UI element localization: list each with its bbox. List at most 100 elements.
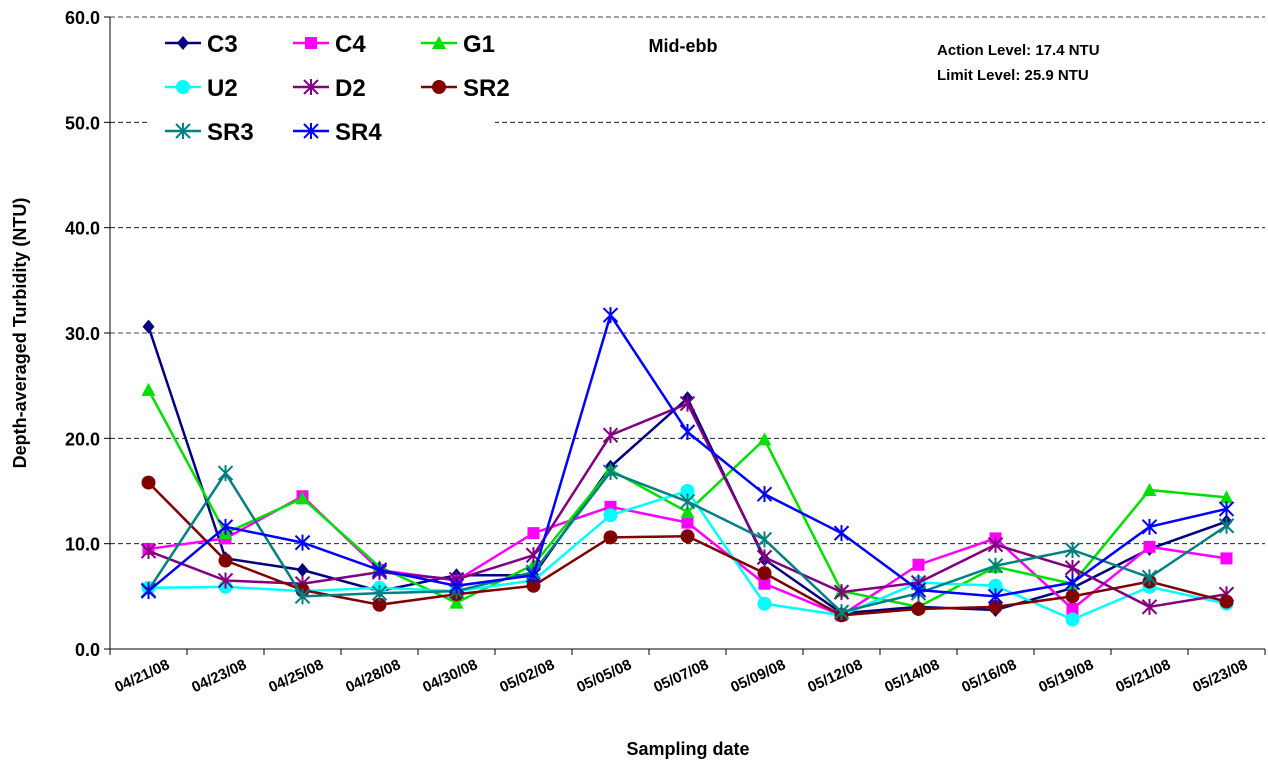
marker	[295, 491, 310, 505]
legend: C3 C4 G1 U2 D2 SR2 SR3 SR4	[150, 20, 510, 148]
series-line	[147, 326, 1227, 615]
marker	[833, 525, 850, 542]
marker	[833, 584, 850, 601]
marker	[176, 80, 190, 94]
marker	[1064, 541, 1081, 558]
marker	[1218, 500, 1235, 517]
x-tick-label: 05/05/08	[574, 656, 634, 696]
x-tick-label: 05/19/08	[1036, 656, 1096, 696]
marker	[432, 36, 446, 49]
marker	[1066, 602, 1079, 615]
marker	[1220, 552, 1233, 565]
marker	[217, 518, 234, 535]
x-tick-label: 05/16/08	[959, 656, 1019, 696]
x-tick-label: 05/12/08	[805, 656, 865, 696]
annotation: Limit Level: 25.9 NTU	[937, 67, 1089, 84]
legend-label: C3	[207, 31, 238, 58]
y-tick-label: 40.0	[65, 219, 100, 239]
marker	[1141, 518, 1158, 535]
marker	[141, 475, 156, 490]
annotation: Action Level: 17.4 NTU	[937, 42, 1100, 59]
chart-title: Mid-ebb	[649, 36, 718, 56]
marker	[140, 583, 157, 600]
marker	[756, 549, 773, 566]
x-tick-label: 04/23/08	[189, 656, 249, 696]
marker	[758, 577, 771, 590]
marker	[988, 599, 1003, 614]
marker	[757, 566, 772, 581]
marker	[296, 563, 309, 577]
marker	[988, 578, 1003, 593]
y-tick-label: 50.0	[65, 113, 100, 133]
marker	[525, 567, 542, 584]
marker	[602, 464, 619, 481]
marker	[987, 557, 1004, 574]
legend-label: SR2	[463, 75, 510, 102]
y-tick-label: 10.0	[65, 535, 100, 555]
series-line	[147, 312, 1227, 598]
marker	[218, 553, 233, 568]
marker	[526, 578, 541, 593]
marker	[757, 432, 772, 446]
marker	[141, 382, 156, 396]
marker	[603, 530, 618, 545]
marker	[305, 37, 317, 49]
marker	[142, 319, 155, 334]
marker	[987, 588, 1004, 605]
marker	[833, 604, 850, 621]
x-axis-label: Sampling date	[626, 739, 749, 759]
marker	[177, 36, 189, 50]
marker	[294, 534, 311, 551]
marker	[602, 427, 619, 444]
marker	[680, 505, 695, 519]
legend-label: G1	[463, 31, 495, 58]
marker	[140, 543, 157, 560]
marker	[680, 529, 695, 544]
legend-label: SR3	[207, 119, 254, 146]
x-tick-label: 04/25/08	[266, 656, 326, 696]
marker	[679, 395, 696, 412]
marker	[448, 577, 465, 594]
marker	[303, 79, 319, 95]
x-tick-label: 05/02/08	[497, 656, 557, 696]
marker	[175, 123, 191, 139]
marker	[756, 531, 773, 548]
marker	[1065, 589, 1080, 604]
marker	[1141, 569, 1158, 586]
x-tick-label: 04/30/08	[420, 656, 480, 696]
marker	[602, 307, 619, 324]
y-tick-label: 0.0	[75, 640, 100, 660]
marker	[372, 597, 387, 612]
marker	[679, 493, 696, 510]
marker	[987, 536, 1004, 553]
marker	[1065, 612, 1080, 627]
marker	[912, 558, 925, 571]
marker	[1142, 482, 1157, 496]
x-tick-label: 05/23/08	[1190, 656, 1250, 696]
marker	[294, 588, 311, 605]
legend-label: C4	[335, 31, 366, 58]
x-tick-label: 05/07/08	[651, 656, 711, 696]
x-tick-label: 05/21/08	[1113, 656, 1173, 696]
marker	[1219, 594, 1234, 609]
x-tick-label: 04/28/08	[343, 656, 403, 696]
legend-label: D2	[335, 75, 366, 102]
marker	[910, 582, 927, 599]
legend-label: SR4	[335, 119, 382, 146]
marker	[217, 465, 234, 482]
marker	[303, 123, 319, 139]
x-tick-label: 05/09/08	[728, 656, 788, 696]
marker	[1064, 574, 1081, 591]
marker	[432, 80, 446, 94]
x-tick-label: 04/21/08	[112, 656, 172, 696]
marker	[756, 486, 773, 503]
marker	[1218, 517, 1235, 534]
y-tick-label: 60.0	[65, 8, 100, 28]
x-tick-label: 05/14/08	[882, 656, 942, 696]
y-axis-label: Depth-averaged Turbidity (NTU)	[10, 198, 30, 469]
marker	[371, 562, 388, 578]
marker	[757, 596, 772, 611]
marker	[680, 484, 695, 498]
marker	[1143, 540, 1156, 553]
